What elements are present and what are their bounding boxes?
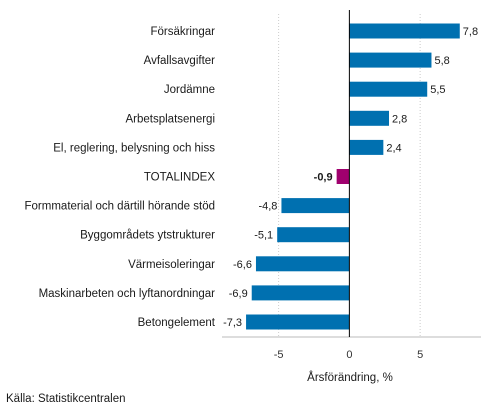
value-label: -7,3 bbox=[223, 317, 242, 329]
bar bbox=[349, 23, 460, 39]
grid-lines bbox=[222, 14, 481, 338]
x-tick-labels: -5 0 5 bbox=[274, 349, 423, 361]
value-label: -0,9 bbox=[314, 172, 333, 184]
category-label: El, reglering, belysning och hiss bbox=[53, 142, 215, 154]
bar bbox=[349, 110, 390, 126]
x-tick-label: -5 bbox=[274, 349, 284, 361]
category-label: Betongelement bbox=[138, 317, 216, 329]
x-axis-title: Årsförändring, % bbox=[307, 371, 393, 384]
bars bbox=[246, 23, 460, 330]
source-note: Källa: Statistikcentralen bbox=[6, 393, 126, 405]
bar-total-index bbox=[336, 169, 350, 184]
value-label: 7,8 bbox=[463, 26, 478, 38]
value-label: -4,8 bbox=[258, 201, 277, 213]
category-label: Byggområdets ytstrukturer bbox=[80, 230, 215, 242]
bar bbox=[349, 139, 384, 155]
x-tick-label: 0 bbox=[346, 349, 352, 361]
value-label: -5,1 bbox=[254, 230, 273, 242]
value-label: 2,8 bbox=[392, 113, 407, 125]
bar bbox=[255, 256, 350, 272]
category-label: Arbetsplatsenergi bbox=[126, 113, 216, 125]
value-label: 5,8 bbox=[434, 55, 449, 67]
value-label: -6,9 bbox=[229, 288, 248, 300]
value-label: -6,6 bbox=[233, 259, 252, 271]
bar bbox=[349, 52, 432, 68]
x-tick-label: 5 bbox=[417, 349, 423, 361]
category-label: Maskinarbeten och lyftanordningar bbox=[39, 288, 216, 300]
bar bbox=[277, 227, 350, 243]
category-label: Avfallsavgifter bbox=[144, 55, 216, 67]
category-label: Formmaterial och därtill hörande stöd bbox=[25, 201, 215, 213]
bar bbox=[251, 285, 350, 301]
category-label: Värmeisoleringar bbox=[128, 259, 215, 271]
bar bbox=[349, 81, 428, 97]
bar bbox=[281, 198, 350, 214]
category-label: Försäkringar bbox=[150, 26, 215, 38]
category-label: Jordämne bbox=[164, 84, 215, 96]
value-label: 2,4 bbox=[386, 142, 401, 154]
value-label: 5,5 bbox=[430, 84, 445, 96]
value-labels: 7,8 5,8 5,5 2,8 2,4 -0,9 -4,8 -5,1 -6,6 -6,9 -7,3 bbox=[223, 26, 478, 329]
category-label: TOTALINDEX bbox=[144, 172, 215, 184]
bar bbox=[246, 314, 350, 330]
category-labels: Försäkringar Avfallsavgifter Jordämne Arbet… bbox=[25, 26, 216, 329]
